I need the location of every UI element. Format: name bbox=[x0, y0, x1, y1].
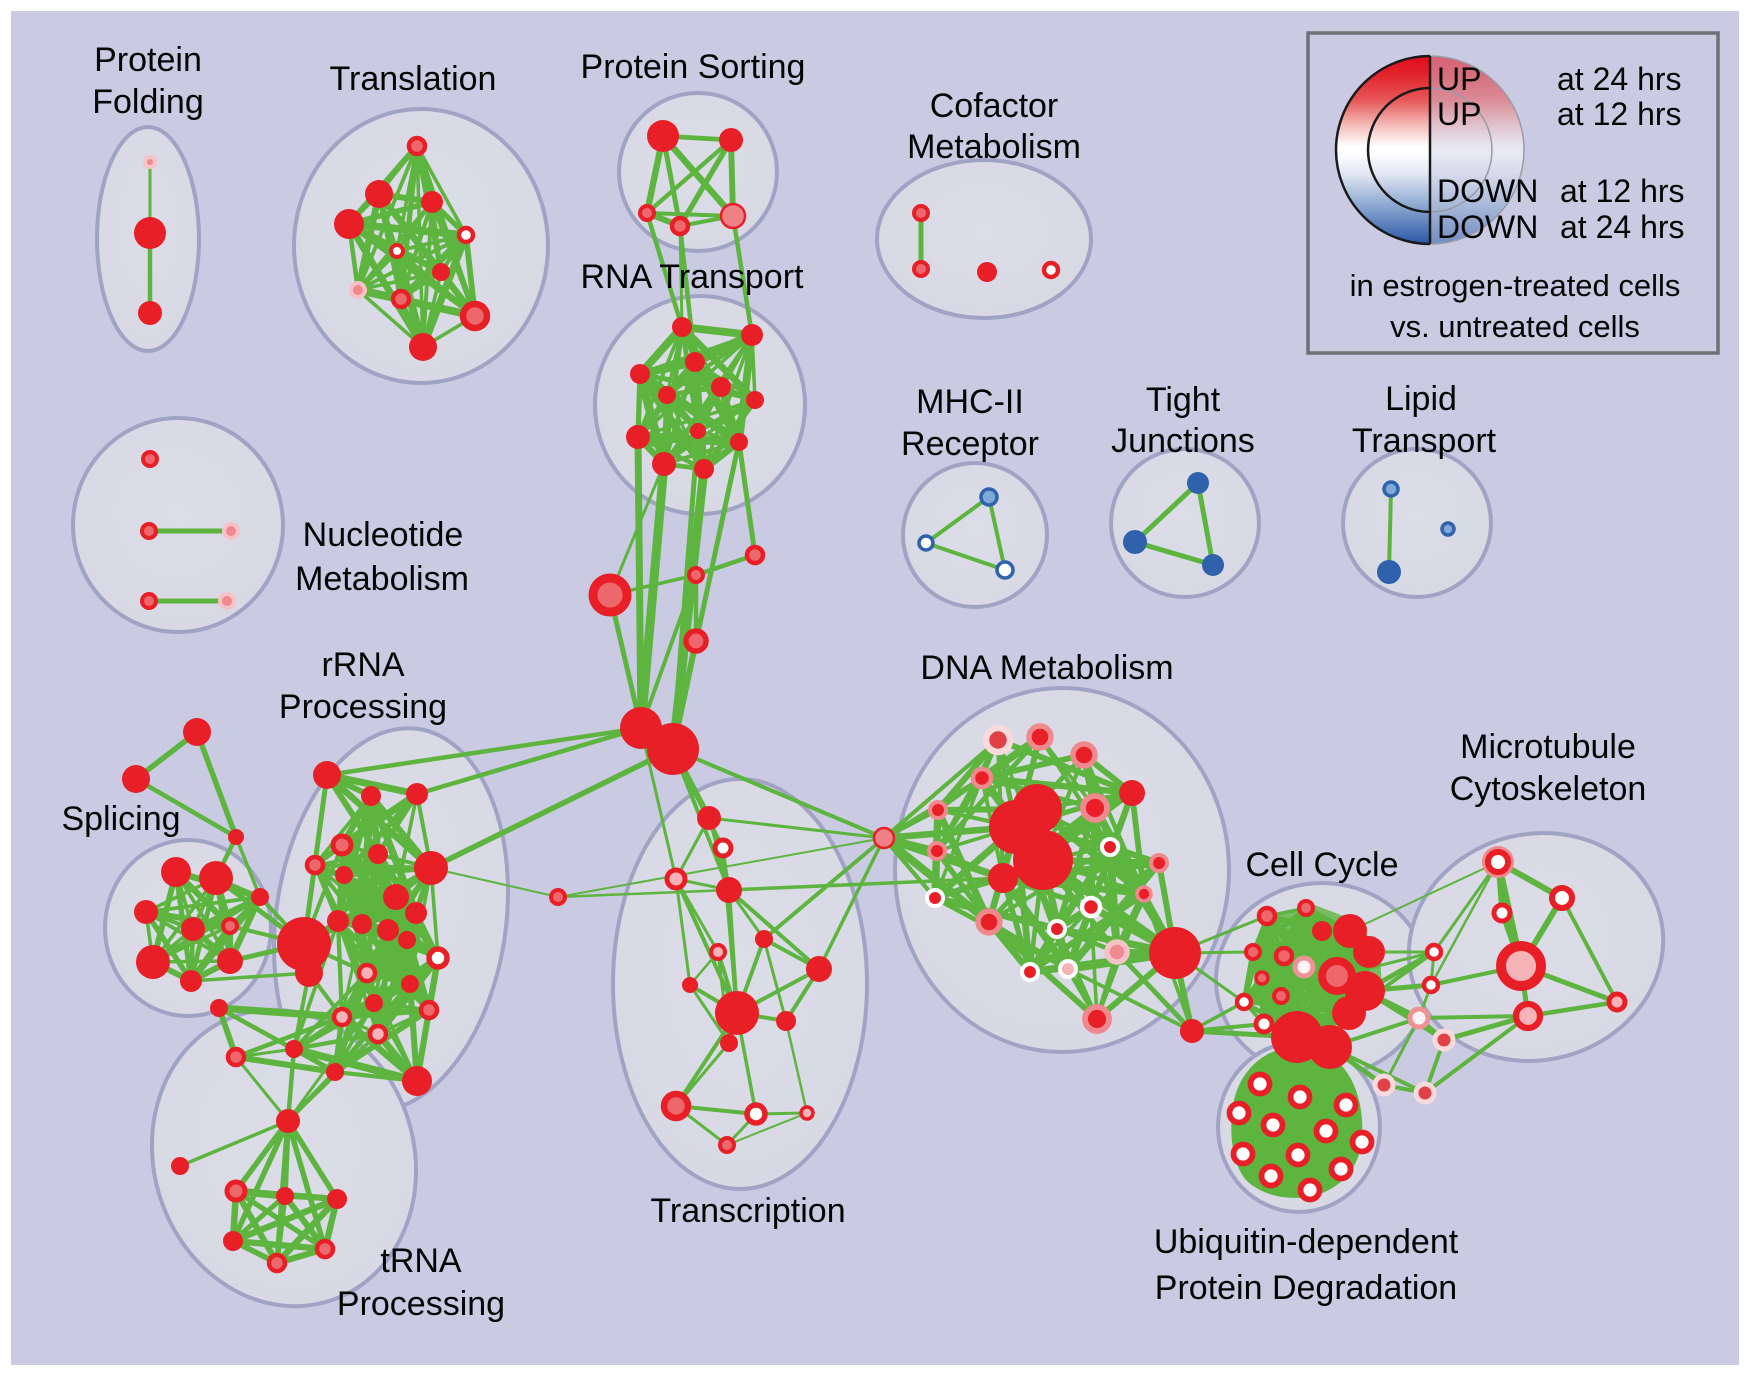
svg-text:Transcription: Transcription bbox=[650, 1192, 845, 1230]
svg-text:at 12 hrs: at 12 hrs bbox=[1557, 96, 1682, 132]
svg-text:at 24 hrs: at 24 hrs bbox=[1557, 61, 1682, 97]
svg-text:Protein: Protein bbox=[94, 41, 202, 79]
svg-text:rRNA: rRNA bbox=[321, 646, 404, 684]
svg-text:MHC-II: MHC-II bbox=[916, 383, 1024, 421]
svg-text:UP: UP bbox=[1437, 96, 1481, 132]
svg-text:Lipid: Lipid bbox=[1385, 380, 1457, 418]
svg-text:tRNA: tRNA bbox=[380, 1242, 462, 1280]
svg-text:in estrogen-treated cells: in estrogen-treated cells bbox=[1350, 268, 1681, 303]
svg-text:Processing: Processing bbox=[279, 688, 447, 726]
svg-text:DOWN: DOWN bbox=[1437, 173, 1538, 209]
svg-text:RNA Transport: RNA Transport bbox=[581, 258, 805, 296]
svg-text:UP: UP bbox=[1437, 61, 1481, 97]
svg-text:Metabolism: Metabolism bbox=[295, 560, 469, 598]
svg-text:Receptor: Receptor bbox=[901, 425, 1039, 463]
svg-text:Cytoskeleton: Cytoskeleton bbox=[1450, 770, 1647, 808]
svg-text:Tight: Tight bbox=[1146, 381, 1221, 419]
svg-text:Cofactor: Cofactor bbox=[930, 87, 1059, 125]
svg-text:DOWN: DOWN bbox=[1437, 209, 1538, 245]
svg-text:Microtubule: Microtubule bbox=[1460, 728, 1636, 766]
svg-text:Protein Degradation: Protein Degradation bbox=[1155, 1269, 1457, 1307]
svg-text:at 12 hrs: at 12 hrs bbox=[1560, 173, 1685, 209]
svg-text:Processing: Processing bbox=[337, 1285, 505, 1323]
svg-text:Protein Sorting: Protein Sorting bbox=[581, 48, 806, 86]
svg-text:Junctions: Junctions bbox=[1111, 422, 1255, 460]
svg-text:vs. untreated cells: vs. untreated cells bbox=[1390, 309, 1640, 344]
svg-text:Cell Cycle: Cell Cycle bbox=[1245, 846, 1398, 884]
svg-text:Translation: Translation bbox=[330, 60, 497, 98]
svg-text:at 24 hrs: at 24 hrs bbox=[1560, 209, 1685, 245]
svg-text:Splicing: Splicing bbox=[61, 800, 180, 838]
svg-text:Nucleotide: Nucleotide bbox=[303, 516, 464, 554]
svg-text:Ubiquitin-dependent: Ubiquitin-dependent bbox=[1154, 1223, 1459, 1261]
svg-text:Folding: Folding bbox=[92, 83, 204, 121]
svg-text:Transport: Transport bbox=[1352, 422, 1497, 460]
svg-text:DNA Metabolism: DNA Metabolism bbox=[920, 649, 1173, 687]
svg-text:Metabolism: Metabolism bbox=[907, 128, 1081, 166]
